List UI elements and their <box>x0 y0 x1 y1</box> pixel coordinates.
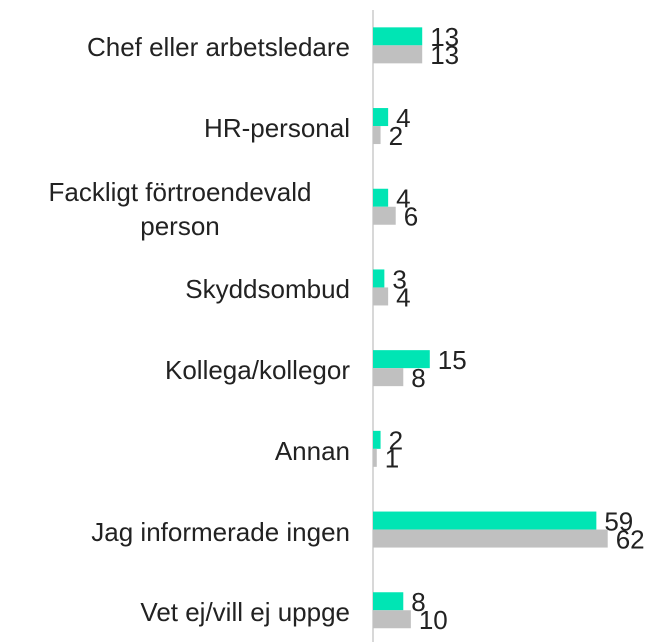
bar <box>373 610 411 629</box>
value-label: 6 <box>404 202 418 232</box>
category-label: HR-personal <box>10 88 350 168</box>
value-label: 59 <box>604 506 633 536</box>
bar <box>373 206 396 225</box>
bar <box>373 511 597 530</box>
category-text: Jag informerade ingen <box>91 516 350 547</box>
value-label: 15 <box>438 345 467 375</box>
bar <box>373 269 385 288</box>
bar <box>373 529 608 548</box>
category-text: Kollega/kollegor <box>164 355 350 386</box>
value-label: 4 <box>396 282 410 312</box>
category-label: Skyddsombud <box>10 249 350 329</box>
value-label: 2 <box>389 426 403 456</box>
value-label: 4 <box>396 103 410 133</box>
bar <box>373 188 389 207</box>
category-label: Chef eller arbetsledare <box>10 7 350 87</box>
value-label: 13 <box>430 40 459 70</box>
value-label: 8 <box>411 363 425 393</box>
bar <box>373 45 423 64</box>
category-text: Skyddsombud <box>185 274 350 305</box>
category-text: Vet ej/vill ej uppge <box>140 597 350 628</box>
category-text: Chef eller arbetsledare <box>86 32 350 63</box>
category-label: Fackligt förtroendevald person <box>10 169 350 249</box>
value-label: 62 <box>616 524 645 554</box>
category-text: HR-personal <box>204 113 350 144</box>
category-label: Annan <box>10 411 350 491</box>
category-label: Kollega/kollegor <box>10 330 350 410</box>
value-label: 13 <box>430 22 459 52</box>
value-label: 3 <box>392 264 406 294</box>
bar <box>373 108 389 127</box>
bar <box>373 126 381 145</box>
category-label: Jag informerade ingen <box>10 492 350 572</box>
value-label: 8 <box>411 587 425 617</box>
bar <box>373 592 404 611</box>
value-label: 1 <box>385 444 399 474</box>
bar <box>373 368 404 387</box>
category-text: Annan <box>274 435 350 466</box>
bar <box>373 448 377 467</box>
bar <box>373 350 430 369</box>
value-label: 10 <box>419 605 448 635</box>
bar <box>373 430 381 449</box>
category-text: Fackligt förtroendevald person <box>48 176 312 241</box>
value-label: 2 <box>389 121 403 151</box>
bar <box>373 27 423 46</box>
bar <box>373 287 389 306</box>
category-label: Vet ej/vill ej uppge <box>10 572 350 642</box>
value-label: 4 <box>396 184 410 214</box>
